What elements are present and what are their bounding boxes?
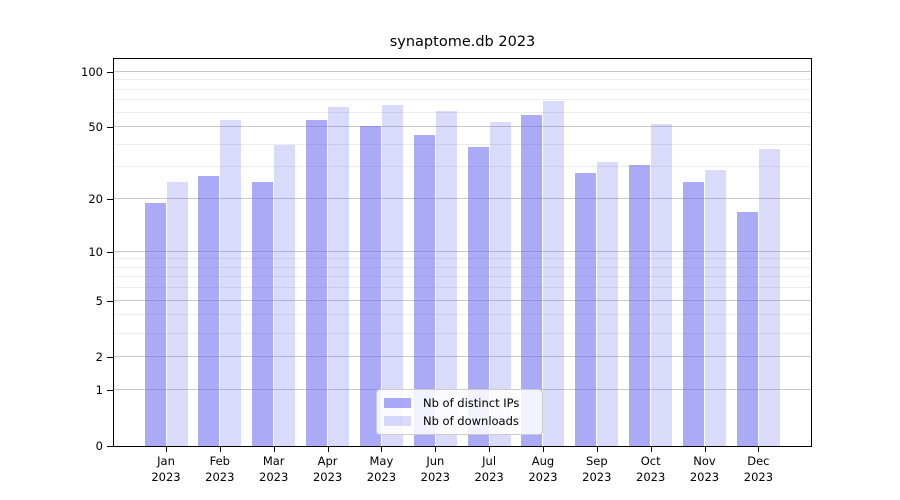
legend-label-distinct-ips: Nb of distinct IPs (423, 396, 520, 410)
legend-item-downloads: Nb of downloads (384, 414, 535, 428)
bar-nb-of-distinct-ips-jan-2023 (144, 203, 166, 446)
gridline-minor-6 (114, 287, 811, 289)
y-tick-label-0: 0 (95, 439, 103, 453)
bar-nb-of-downloads-jul-2023 (489, 122, 511, 446)
legend-swatch-downloads (384, 415, 411, 427)
y-tick-mark-5 (107, 300, 113, 302)
x-tick-mark-3 (273, 447, 275, 452)
x-tick-mark-11 (704, 447, 706, 452)
bar-nb-of-distinct-ips-apr-2023 (306, 119, 328, 446)
gridline-major-2 (114, 355, 811, 357)
x-tick-label-1: Jan 2023 (151, 454, 181, 484)
x-tick-mark-2 (219, 447, 221, 452)
gridline-minor-40 (114, 143, 811, 145)
bar-nb-of-distinct-ips-dec-2023 (736, 211, 758, 446)
legend-item-distinct-ips: Nb of distinct IPs (384, 396, 535, 410)
gridline-minor-8 (114, 266, 811, 268)
x-tick-mark-1 (166, 447, 167, 452)
y-tick-mark-2 (107, 356, 113, 358)
x-tick-label-3: Mar 2023 (259, 454, 289, 484)
x-tick-label-8: Aug 2023 (528, 454, 558, 484)
bar-nb-of-distinct-ips-jul-2023 (467, 146, 489, 446)
y-tick-label-100: 100 (81, 64, 103, 79)
bar-nb-of-distinct-ips-feb-2023 (198, 175, 220, 446)
gridline-minor-3 (114, 332, 811, 334)
gridline-minor-90 (114, 79, 811, 81)
bar-nb-of-downloads-aug-2023 (543, 101, 565, 446)
y-tick-label-5: 5 (95, 293, 103, 308)
bar-nb-of-distinct-ips-nov-2023 (683, 181, 704, 446)
y-tick-mark-1 (107, 389, 113, 391)
x-tick-mark-6 (435, 447, 437, 452)
y-tick-mark-100 (107, 71, 113, 73)
legend: Nb of distinct IPs Nb of downloads (376, 389, 543, 435)
gridline-minor-80 (114, 88, 811, 90)
gridline-major-100 (114, 70, 811, 72)
x-tick-label-12: Dec 2023 (743, 454, 774, 484)
gridline-minor-30 (114, 166, 811, 168)
bar-nb-of-distinct-ips-mar-2023 (252, 181, 274, 446)
gridline-major-20 (114, 198, 811, 199)
bar-nb-of-distinct-ips-sep-2023 (575, 172, 597, 446)
bar-nb-of-downloads-sep-2023 (597, 162, 619, 446)
gridline-minor-70 (114, 99, 811, 101)
bar-nb-of-downloads-feb-2023 (220, 119, 242, 446)
y-tick-mark-0 (107, 446, 113, 447)
x-tick-label-6: Jun 2023 (420, 454, 450, 484)
x-tick-label-2: Feb 2023 (205, 454, 235, 484)
gridline-major-50 (114, 126, 811, 127)
x-tick-mark-9 (596, 447, 598, 452)
bar-nb-of-distinct-ips-jun-2023 (413, 135, 435, 446)
legend-label-downloads: Nb of downloads (423, 414, 519, 428)
y-tick-mark-50 (107, 127, 113, 128)
x-tick-mark-7 (489, 447, 491, 452)
gridline-minor-60 (114, 111, 811, 113)
gridline-minor-7 (114, 276, 811, 278)
x-tick-label-4: Apr 2023 (312, 454, 343, 484)
y-tick-label-1: 1 (95, 382, 103, 397)
x-tick-mark-4 (327, 447, 329, 452)
x-tick-label-11: Nov 2023 (689, 454, 720, 484)
x-tick-label-5: May 2023 (366, 454, 397, 484)
bar-nb-of-downloads-mar-2023 (274, 144, 296, 446)
x-tick-mark-8 (543, 447, 544, 452)
y-tick-label-2: 2 (95, 349, 103, 364)
x-tick-label-7: Jul 2023 (474, 454, 504, 484)
bar-nb-of-downloads-jun-2023 (435, 111, 457, 446)
y-tick-label-20: 20 (88, 192, 103, 206)
bar-nb-of-distinct-ips-may-2023 (359, 125, 381, 446)
y-tick-mark-20 (107, 199, 113, 200)
bar-nb-of-downloads-nov-2023 (705, 170, 726, 446)
bar-nb-of-downloads-apr-2023 (328, 107, 350, 446)
gridline-major-10 (114, 250, 811, 252)
y-tick-label-10: 10 (88, 244, 103, 259)
x-tick-mark-12 (758, 447, 760, 452)
bar-nb-of-downloads-oct-2023 (651, 123, 673, 446)
x-tick-label-10: Oct 2023 (636, 454, 666, 484)
x-tick-label-9: Sep 2023 (582, 454, 612, 484)
gridline-minor-4 (114, 314, 811, 316)
x-tick-mark-10 (650, 447, 652, 452)
chart-title: synaptome.db 2023 (389, 34, 536, 50)
x-tick-mark-5 (381, 447, 383, 452)
legend-swatch-distinct-ips (384, 397, 411, 409)
bar-nb-of-distinct-ips-oct-2023 (629, 164, 651, 446)
bar-nb-of-downloads-dec-2023 (758, 148, 780, 446)
bar-nb-of-distinct-ips-aug-2023 (521, 115, 543, 446)
plot-area (113, 58, 812, 447)
bar-nb-of-downloads-jan-2023 (166, 181, 188, 446)
y-tick-label-50: 50 (88, 120, 103, 134)
gridline-major-5 (114, 299, 811, 301)
y-tick-mark-10 (107, 251, 113, 253)
gridline-minor-9 (114, 258, 811, 260)
bar-nb-of-downloads-may-2023 (381, 104, 403, 446)
